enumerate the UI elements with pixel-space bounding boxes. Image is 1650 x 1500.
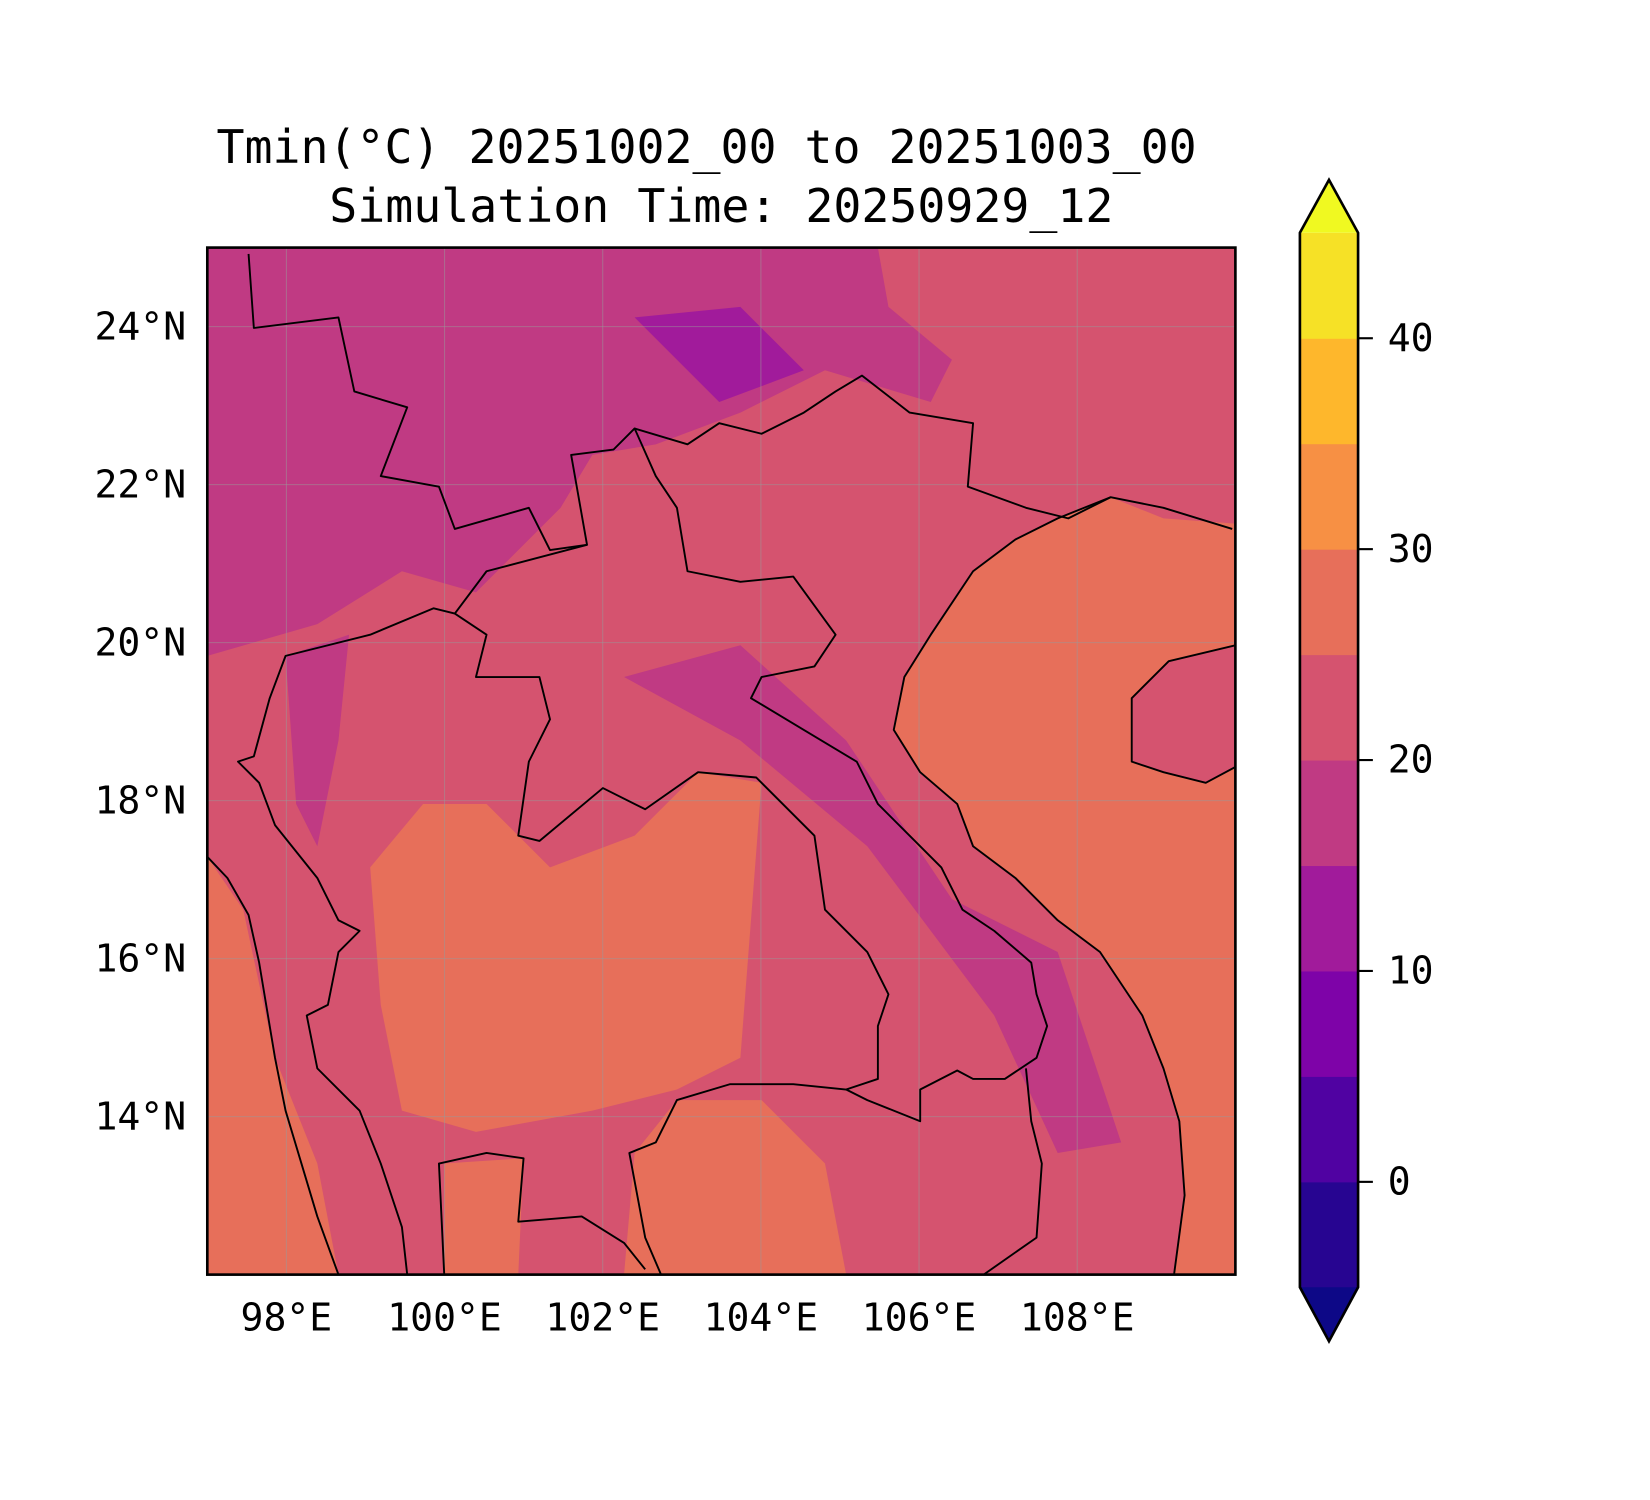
border-line xyxy=(633,428,1049,1123)
colorbar-bin xyxy=(1299,865,1359,972)
y-tick-label: 16°N xyxy=(94,936,186,980)
x-tick-label: 98°E xyxy=(241,1296,333,1340)
temperature-region xyxy=(444,1158,524,1275)
y-tick-label: 22°N xyxy=(94,462,186,506)
colorbar-tick-label: 10 xyxy=(1388,949,1434,993)
temperature-region xyxy=(370,772,762,1132)
y-tick-label: 14°N xyxy=(94,1094,186,1138)
x-tick-label: 100°E xyxy=(387,1296,502,1340)
colorbar-extend-max xyxy=(1299,179,1359,233)
y-axis: 14°N 16°N 18°N 20°N 22°N 24°N xyxy=(94,304,186,1138)
temperature-region xyxy=(285,634,350,847)
border-line xyxy=(437,1152,646,1275)
colorbar-bin xyxy=(1299,549,1359,656)
y-tick-label: 18°N xyxy=(94,778,186,822)
gridlines xyxy=(207,247,1236,1275)
colorbar: 0 10 20 30 40 xyxy=(1298,177,1434,1345)
border-line xyxy=(237,543,588,1275)
temperature-region xyxy=(207,856,339,1275)
colorbar-bin xyxy=(1299,338,1359,445)
border-line xyxy=(1130,644,1236,784)
temperature-region xyxy=(624,1100,847,1275)
x-tick-label: 102°E xyxy=(545,1296,660,1340)
colorbar-bin xyxy=(1299,1076,1359,1183)
colorbar-bin xyxy=(1299,1181,1359,1288)
border-line xyxy=(983,1068,1043,1275)
colorbar-bin xyxy=(1299,232,1359,339)
temperature-region xyxy=(634,306,804,403)
border-line xyxy=(207,856,340,1275)
chart-title: Tmin(°C) 20251002_00 to 20251003_00 xyxy=(216,120,1196,174)
border-line xyxy=(892,496,1186,1275)
y-tick-label: 24°N xyxy=(94,304,186,348)
colorbar-bin xyxy=(1299,443,1359,550)
colorbar-extend-min xyxy=(1299,1287,1359,1342)
border-line xyxy=(454,612,890,1275)
map-frame xyxy=(205,246,1237,1276)
colorbar-bin xyxy=(1299,970,1359,1077)
map-area xyxy=(207,247,1236,1275)
x-axis: 98°E 100°E 102°E 104°E 106°E 108°E xyxy=(241,1296,1135,1340)
y-tick-label: 20°N xyxy=(94,620,186,664)
coastlines-and-borders xyxy=(207,253,1236,1275)
colorbar-bin xyxy=(1299,654,1359,761)
colorbar-outline xyxy=(1298,177,1360,1345)
chart-subtitle: Simulation Time: 20250929_12 xyxy=(329,179,1113,233)
temperature-region xyxy=(624,645,1122,1153)
colorbar-tick-label: 20 xyxy=(1388,738,1434,782)
temperature-region xyxy=(1131,645,1236,783)
x-tick-label: 104°E xyxy=(704,1296,819,1340)
border-line xyxy=(247,253,1233,552)
x-tick-label: 108°E xyxy=(1020,1296,1135,1340)
colorbar-tick-label: 0 xyxy=(1388,1160,1411,1204)
colorbar-tick-label: 30 xyxy=(1388,527,1434,571)
colorbar-bin xyxy=(1299,760,1359,867)
colorbar-tick-label: 40 xyxy=(1388,316,1434,360)
x-tick-label: 106°E xyxy=(862,1296,977,1340)
